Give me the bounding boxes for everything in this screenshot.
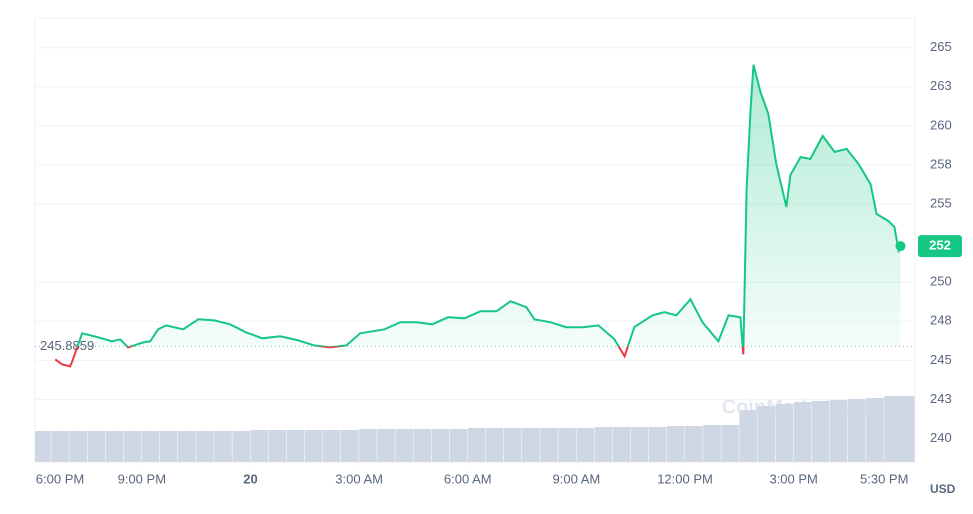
volume-bar	[775, 404, 794, 462]
volume-bar	[721, 425, 739, 462]
volume-bar	[87, 431, 106, 462]
volume-bar	[666, 426, 685, 462]
x-tick-label: 5:30 PM	[860, 471, 908, 486]
price-tag-label: 252	[929, 238, 951, 253]
volume-bar	[69, 431, 88, 462]
x-tick-label: 20	[243, 471, 257, 486]
volume-bar	[576, 428, 595, 462]
volume-bar	[739, 410, 757, 462]
volume-bar	[866, 398, 884, 462]
volume-bar	[214, 431, 232, 462]
volume-bar	[630, 427, 649, 462]
y-tick-label: 265	[930, 39, 952, 54]
x-tick-label: 12:00 PM	[657, 471, 713, 486]
volume-bar	[322, 430, 341, 462]
y-tick-label: 240	[930, 430, 952, 445]
price-area	[55, 64, 901, 347]
volume-bar	[522, 428, 540, 462]
volume-bar	[793, 402, 812, 462]
volume-bar	[485, 428, 504, 462]
volume-bar	[51, 431, 69, 462]
volume-bar	[105, 431, 124, 462]
volume-bar	[304, 430, 323, 462]
x-tick-label: 9:00 AM	[553, 471, 601, 486]
volume-bar	[178, 431, 196, 462]
volume-bar	[884, 396, 915, 462]
volume-bar	[811, 401, 830, 462]
volume-bar	[449, 429, 468, 462]
x-tick-label: 3:00 AM	[335, 471, 383, 486]
volume-bar	[232, 431, 250, 462]
volume-bar	[159, 431, 178, 462]
volume-bar	[268, 430, 287, 462]
currency-label: USD	[930, 482, 956, 496]
price-line-up	[76, 64, 902, 347]
volume-bar	[341, 430, 359, 462]
volume-bar	[413, 429, 432, 462]
x-tick-label: 3:00 PM	[769, 471, 817, 486]
y-tick-label: 263	[930, 78, 952, 93]
volume-bar	[431, 429, 450, 462]
volume-bar	[848, 399, 866, 462]
volume-bar	[612, 427, 631, 462]
y-tick-label: 260	[930, 117, 952, 132]
volume-bar	[123, 431, 142, 462]
x-tick-label: 6:00 AM	[444, 471, 492, 486]
price-tag	[918, 235, 962, 258]
volume-bar	[685, 426, 703, 462]
volume-bar	[35, 431, 51, 462]
y-tick-label: 243	[930, 391, 952, 406]
volume-bar	[377, 429, 395, 462]
y-tick-label: 248	[930, 313, 952, 328]
volume-bar	[467, 428, 486, 462]
volume-bar	[703, 425, 721, 462]
volume-bar	[540, 428, 558, 462]
volume-bar	[196, 431, 214, 462]
volume-bar	[359, 429, 377, 462]
volume-bar	[141, 431, 160, 462]
volume-bar	[829, 400, 848, 462]
x-tick-label: 6:00 PM	[36, 471, 84, 486]
volume-bar	[250, 430, 269, 462]
volume-bar	[757, 406, 776, 462]
volume-bar	[395, 429, 413, 462]
x-tick-label: 9:00 PM	[118, 471, 166, 486]
y-tick-label: 245	[930, 352, 952, 367]
y-tick-label: 250	[930, 274, 952, 289]
volume-bar	[648, 427, 667, 462]
volume-bar	[503, 428, 522, 462]
y-tick-label: 258	[930, 156, 952, 171]
y-tick-label: 255	[930, 195, 952, 210]
last-point	[895, 241, 906, 252]
volume-bar	[558, 428, 576, 462]
volume-bar	[286, 430, 305, 462]
volume-bar	[594, 427, 613, 462]
